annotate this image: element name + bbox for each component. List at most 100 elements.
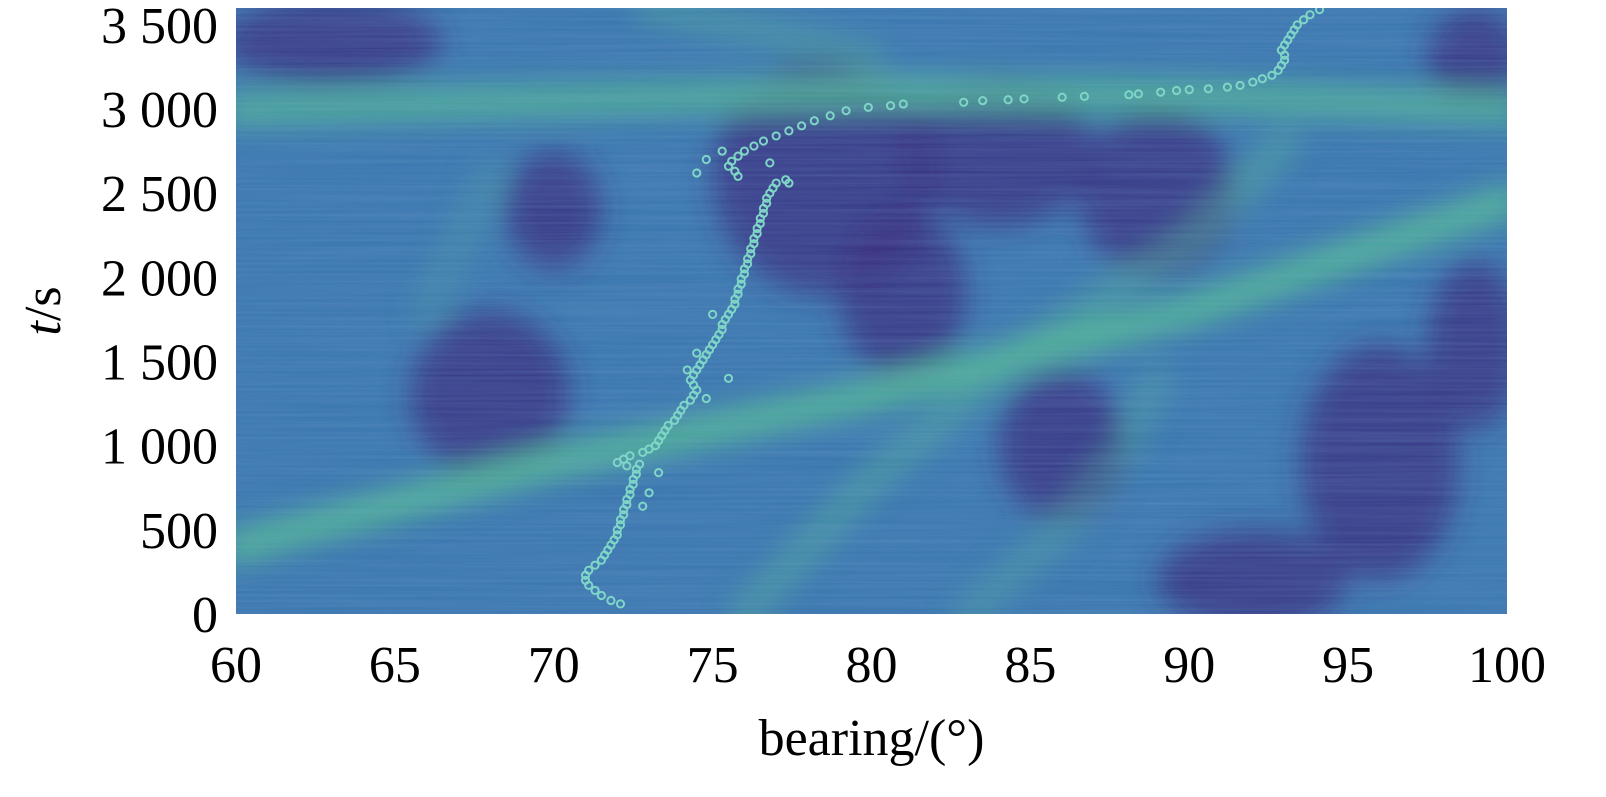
tracked-point [622, 461, 632, 471]
tracked-point [1305, 10, 1315, 20]
tracked-point [1248, 77, 1258, 87]
y-tick-label: 500 [140, 503, 218, 560]
x-tick-label: 65 [369, 637, 421, 694]
x-tick-label: 85 [1004, 637, 1056, 694]
x-tick-label: 90 [1163, 637, 1215, 694]
tracked-point [898, 99, 908, 109]
x-axis-ticks: 60 65 70 75 80 85 90 95 100 [210, 637, 1546, 694]
tracked-point [771, 131, 781, 141]
tracked-point [1156, 87, 1166, 97]
tracked-point [736, 279, 746, 289]
tracked-point [1314, 8, 1325, 15]
tracked-point [628, 479, 638, 489]
tracked-point [615, 599, 626, 609]
tracked-point [959, 97, 969, 107]
tracked-point [717, 146, 727, 156]
y-tick-label: 3 500 [101, 0, 218, 55]
y-axis-ticks: 0 500 1 000 1 500 2 000 2 500 3 000 3 500 [101, 0, 218, 644]
tracked-point [762, 198, 772, 208]
tracked-point [625, 451, 635, 461]
tracked-point [615, 520, 626, 530]
tracked-point [758, 136, 769, 146]
tracked-point [1235, 80, 1245, 91]
tracked-point [622, 499, 632, 510]
tracked-point [739, 146, 750, 156]
x-axis-label: bearing/(°) [759, 710, 985, 767]
x-tick-label: 95 [1322, 637, 1374, 694]
tracked-point [784, 126, 794, 136]
y-tick-label: 0 [192, 587, 218, 644]
tracked-point [733, 289, 743, 299]
tracked-point [730, 299, 740, 309]
y-tick-label: 2 500 [101, 166, 218, 223]
tracked-point [1299, 15, 1309, 25]
tracked-point [727, 156, 737, 166]
tracked-point [638, 501, 648, 511]
tracked-point [752, 228, 762, 239]
heatmap-streak-texture [236, 8, 1507, 614]
tracked-point [885, 101, 896, 111]
y-tick-label: 1 000 [101, 419, 218, 476]
tracked-point [644, 488, 654, 498]
tracked-point [682, 365, 692, 375]
tracked-point [1184, 85, 1194, 95]
tracked-point [584, 565, 594, 575]
tracked-point [606, 595, 616, 606]
tracked-points [580, 8, 1325, 609]
tracked-point [654, 468, 664, 478]
tracked-point [1203, 84, 1213, 94]
tracked-point [612, 530, 622, 540]
tracked-point [663, 420, 673, 431]
tracked-point [758, 208, 769, 218]
tracked-point [746, 249, 756, 259]
heatmap-plot-area [236, 8, 1507, 614]
tracked-point [739, 269, 750, 279]
tracked-point [590, 585, 600, 596]
tracked-point [1222, 82, 1232, 92]
tracked-point [1079, 91, 1089, 101]
tracked-point [825, 111, 835, 121]
y-axis-label-unit: /s [15, 286, 72, 321]
tracked-point [701, 393, 711, 404]
y-tick-label: 3 000 [101, 82, 218, 139]
tracked-point [749, 239, 759, 249]
tracked-point [717, 324, 727, 335]
tracked-point [580, 575, 591, 585]
tracked-point [809, 116, 819, 126]
tracked-point [1019, 94, 1029, 104]
tracked-point [796, 121, 807, 131]
x-tick-label: 80 [846, 637, 898, 694]
tracked-point [755, 218, 765, 229]
tracked-point [749, 141, 759, 151]
y-axis-label: t/s [15, 286, 72, 335]
x-tick-label: 70 [528, 637, 580, 694]
y-tick-label: 2 000 [101, 250, 218, 307]
y-tick-label: 1 500 [101, 335, 218, 392]
tracked-point [730, 166, 740, 176]
tracked-point [723, 373, 734, 383]
tracked-point [1133, 89, 1144, 99]
tracked-point [1124, 90, 1134, 100]
tracked-point [1267, 70, 1277, 80]
tracked-point [1279, 55, 1290, 65]
tracked-point [1003, 95, 1013, 105]
tracked-point [625, 489, 635, 500]
tracked-point [978, 95, 988, 106]
tracked-point [1057, 92, 1067, 102]
tracked-point [1292, 20, 1302, 30]
tracked-point [742, 259, 753, 269]
tracked-point [634, 459, 645, 469]
tracked-point [631, 469, 641, 479]
tracked-point [692, 168, 702, 178]
tracked-point [771, 178, 781, 188]
tracked-point [708, 309, 718, 319]
tracked-point [765, 158, 775, 168]
tracked-point [701, 154, 711, 165]
y-axis-label-italic: t [15, 320, 72, 336]
tracked-point [596, 590, 607, 601]
tracked-point [863, 102, 873, 112]
tracked-point [590, 560, 600, 570]
tracked-point [841, 106, 851, 116]
tracked-point [733, 151, 743, 161]
